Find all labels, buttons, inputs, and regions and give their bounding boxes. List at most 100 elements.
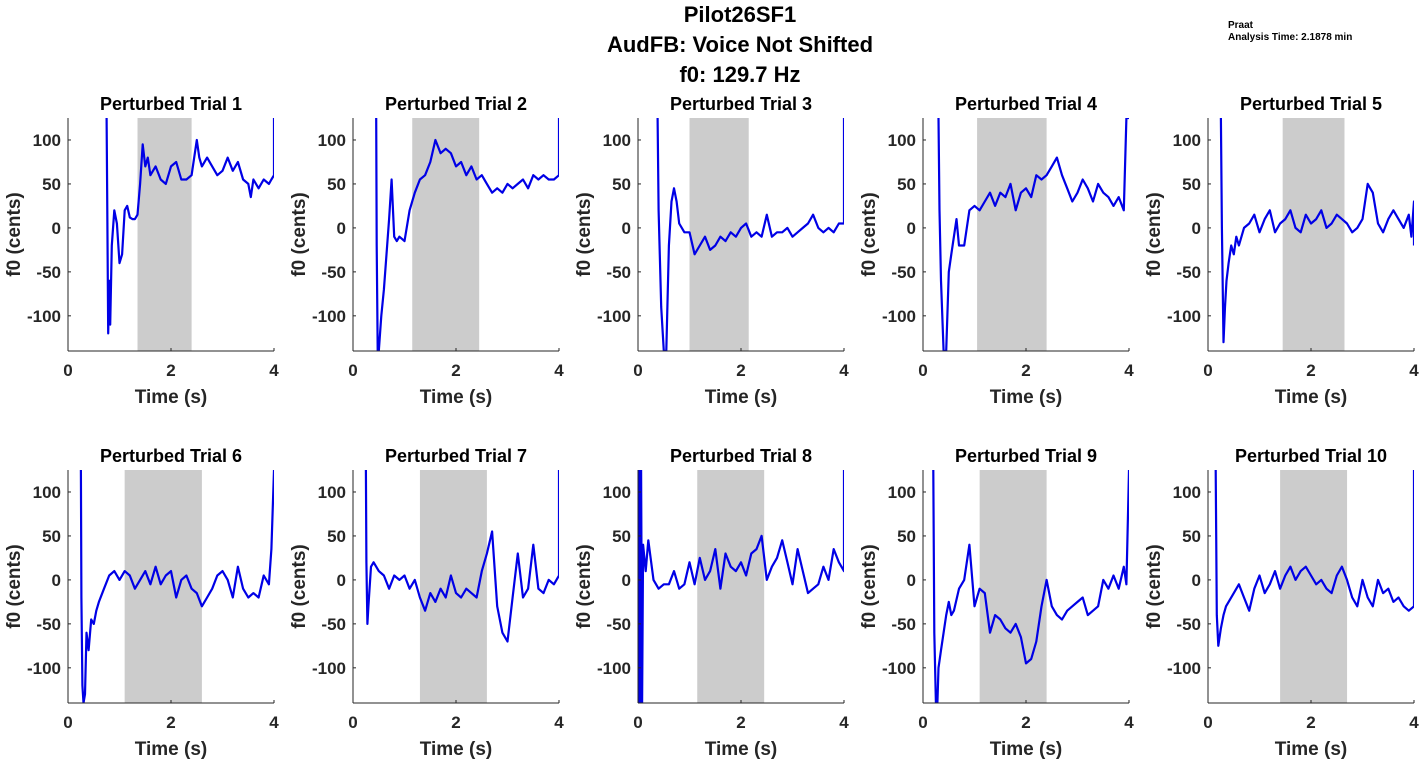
y-axis-label: f0 (cents)	[1144, 544, 1165, 628]
y-tick-label: 50	[612, 175, 631, 194]
subplot-title: Perturbed Trial 4	[955, 94, 1097, 114]
subplot-trial-10: 0 2 4 100 50 0 -50 -100 Perturbed Trial 10 Time (…	[1144, 446, 1419, 760]
perturbation-window	[1282, 118, 1345, 351]
y-axis-label: f0 (cents)	[574, 544, 595, 628]
x-tick-label: 4	[1409, 361, 1419, 380]
y-axis-label: f0 (cents)	[574, 192, 595, 276]
perturbation-window	[977, 118, 1047, 351]
y-tick-label: 50	[327, 175, 346, 194]
y-tick-label: -50	[36, 615, 61, 634]
y-tick-label: 100	[888, 483, 916, 502]
y-tick-label: 50	[897, 175, 916, 194]
y-tick-label: 0	[907, 571, 916, 590]
perturbation-window	[689, 118, 749, 351]
y-axis-label: f0 (cents)	[1144, 192, 1165, 276]
y-axis-label: f0 (cents)	[4, 192, 25, 276]
x-axis-label: Time (s)	[1275, 739, 1348, 760]
y-tick-label: 100	[888, 131, 916, 150]
x-tick-label: 0	[348, 361, 357, 380]
y-axis-label: f0 (cents)	[289, 192, 310, 276]
y-tick-label: -50	[1176, 615, 1201, 634]
y-tick-label: 50	[1182, 527, 1201, 546]
y-tick-label: 50	[612, 527, 631, 546]
f0-trace	[1219, 118, 1414, 344]
y-tick-label: -50	[891, 615, 916, 634]
analysis-time: Analysis Time: 2.1878 min	[1228, 32, 1353, 43]
y-axis-label: f0 (cents)	[859, 192, 880, 276]
x-tick-label: 0	[63, 361, 72, 380]
x-tick-label: 2	[166, 361, 175, 380]
y-tick-label: 100	[603, 131, 631, 150]
y-tick-label: -50	[321, 615, 346, 634]
y-tick-label: 50	[327, 527, 346, 546]
x-axis-label: Time (s)	[135, 739, 208, 760]
y-tick-label: 100	[603, 483, 631, 502]
x-tick-label: 0	[1203, 361, 1212, 380]
y-tick-label: 50	[897, 527, 916, 546]
y-tick-label: 50	[1182, 175, 1201, 194]
y-tick-label: -100	[27, 307, 61, 326]
y-tick-label: 0	[907, 219, 916, 238]
subplot-trial-6: 0 2 4 100 50 0 -50 -100 Perturbed Trial 6 Time (s…	[4, 446, 279, 760]
y-tick-label: -100	[1167, 659, 1201, 678]
x-tick-label: 4	[839, 361, 849, 380]
subplot-trial-4: 0 2 4 100 50 0 -50 -100 Perturbed Trial 4 Time (s…	[859, 94, 1134, 408]
y-tick-label: 0	[1192, 219, 1201, 238]
y-tick-label: 100	[33, 483, 61, 502]
f0-trace	[79, 470, 274, 703]
x-axis-label: Time (s)	[990, 739, 1063, 760]
subplot-trial-1: 0 2 4 100 50 0 -50 -100 Perturbed Trial 1 Time (s…	[4, 94, 279, 408]
x-axis-label: Time (s)	[420, 739, 493, 760]
y-tick-label: 0	[622, 571, 631, 590]
analysis-source: Praat	[1228, 20, 1254, 31]
y-tick-label: 100	[318, 483, 346, 502]
f0-trace	[105, 118, 274, 335]
y-tick-label: 0	[622, 219, 631, 238]
y-tick-label: 0	[52, 571, 61, 590]
x-tick-label: 2	[1021, 713, 1030, 732]
y-tick-label: 100	[1173, 131, 1201, 150]
y-tick-label: 100	[33, 131, 61, 150]
y-axis-label: f0 (cents)	[4, 544, 25, 628]
y-tick-label: 0	[337, 571, 346, 590]
x-tick-label: 2	[736, 713, 745, 732]
x-tick-label: 4	[554, 713, 564, 732]
f0-trace	[1214, 470, 1414, 647]
y-tick-label: 0	[1192, 571, 1201, 590]
x-tick-label: 2	[166, 713, 175, 732]
subplot-title: Perturbed Trial 7	[385, 446, 527, 466]
x-axis-label: Time (s)	[420, 387, 493, 408]
y-tick-label: -100	[1167, 307, 1201, 326]
f0-trace	[364, 470, 559, 643]
subplot-title: Perturbed Trial 10	[1235, 446, 1387, 466]
y-tick-label: -100	[312, 659, 346, 678]
subplot-title: Perturbed Trial 1	[100, 94, 242, 114]
figure-title-line-2: AudFB: Voice Not Shifted	[606, 32, 874, 57]
subplot-title: Perturbed Trial 8	[670, 446, 812, 466]
x-axis-label: Time (s)	[1275, 387, 1348, 408]
y-tick-label: -100	[882, 659, 916, 678]
y-tick-label: 50	[42, 175, 61, 194]
x-tick-label: 0	[1203, 713, 1212, 732]
y-tick-label: -50	[891, 263, 916, 282]
figure-title-line-3: f0: 129.7 Hz	[679, 62, 801, 87]
perturbation-window	[412, 118, 480, 351]
y-tick-label: -100	[882, 307, 916, 326]
figure-title-line-1: Pilot26SF1	[683, 2, 797, 27]
x-tick-label: 2	[451, 361, 460, 380]
x-tick-label: 0	[918, 361, 927, 380]
y-tick-label: 0	[337, 219, 346, 238]
subplot-title: Perturbed Trial 3	[670, 94, 812, 114]
y-tick-label: -50	[321, 263, 346, 282]
y-tick-label: -50	[606, 615, 631, 634]
x-tick-label: 4	[269, 713, 279, 732]
y-tick-label: -100	[27, 659, 61, 678]
x-tick-label: 4	[1409, 713, 1419, 732]
figure-title: Pilot26SF1 AudFB: Voice Not Shifted f0: …	[540, 0, 940, 90]
x-tick-label: 2	[1306, 713, 1315, 732]
x-tick-label: 2	[1306, 361, 1315, 380]
x-axis-label: Time (s)	[135, 387, 208, 408]
x-tick-label: 0	[918, 713, 927, 732]
y-tick-label: 0	[52, 219, 61, 238]
